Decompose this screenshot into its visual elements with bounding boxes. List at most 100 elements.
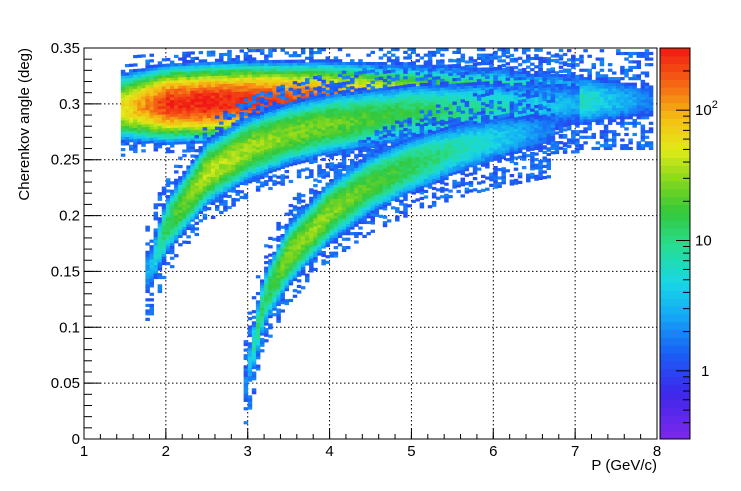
heatmap-cell-band-2 bbox=[174, 221, 178, 224]
heatmap-cell-band-1 bbox=[628, 105, 632, 108]
heatmap-cell-band-1 bbox=[178, 108, 182, 111]
heatmap-cell-band-1 bbox=[158, 89, 162, 92]
heatmap-cell-band-1 bbox=[624, 52, 628, 55]
heatmap-cell-band-1 bbox=[137, 138, 141, 141]
heatmap-cell-band-1 bbox=[600, 108, 604, 111]
heatmap-cell-band-1 bbox=[149, 110, 153, 113]
heatmap-cell-band-1 bbox=[596, 80, 600, 83]
heatmap-cell-band-1 bbox=[600, 111, 604, 114]
heatmap-cell-band-2 bbox=[235, 142, 239, 145]
heatmap-cell-band-1 bbox=[178, 66, 182, 69]
heatmap-cell-band-1 bbox=[608, 85, 612, 88]
heatmap-cell-band-1 bbox=[620, 66, 624, 69]
heatmap-cell-band-1 bbox=[195, 129, 199, 132]
heatmap-cell-band-2 bbox=[280, 130, 284, 133]
heatmap-cell-band-2 bbox=[203, 169, 207, 172]
heatmap-cell-band-1 bbox=[186, 127, 190, 130]
heatmap-cell-band-1 bbox=[149, 79, 153, 82]
heatmap-cell-band-1 bbox=[559, 66, 563, 69]
heatmap-cell-band-2 bbox=[190, 160, 194, 163]
heatmap-cell-band-2 bbox=[276, 131, 280, 134]
heatmap-cell-band-1 bbox=[583, 77, 587, 80]
heatmap-cell-band-2 bbox=[231, 176, 235, 179]
heatmap-cell-band-1 bbox=[587, 83, 591, 86]
heatmap-cell-band-1 bbox=[493, 51, 497, 54]
heatmap-cell-band-2 bbox=[317, 148, 321, 151]
heatmap-cell-band-2 bbox=[170, 201, 174, 204]
heatmap-cell-band-1 bbox=[403, 56, 407, 59]
heatmap-cell-band-2 bbox=[321, 108, 325, 111]
heatmap-cell-band-2 bbox=[268, 142, 272, 145]
heatmap-cell-band-2 bbox=[145, 304, 149, 307]
heatmap-cell-band-1 bbox=[506, 48, 510, 51]
heatmap-cell-band-1 bbox=[170, 86, 174, 89]
heatmap-cell-band-1 bbox=[641, 116, 645, 119]
heatmap-cell-band-2 bbox=[325, 115, 329, 118]
heatmap-cell-band-2 bbox=[219, 197, 223, 200]
heatmap-cell-band-2 bbox=[272, 180, 276, 183]
heatmap-cell-band-2 bbox=[178, 182, 182, 185]
heatmap-cell-band-1 bbox=[268, 85, 272, 88]
heatmap-cell-band-1 bbox=[252, 88, 256, 91]
heatmap-cell-band-1 bbox=[649, 111, 653, 114]
heatmap-cell-band-2 bbox=[207, 190, 211, 193]
heatmap-cell-band-2 bbox=[219, 180, 223, 183]
heatmap-cell-band-1 bbox=[624, 111, 628, 114]
heatmap-cell-band-1 bbox=[174, 139, 178, 142]
heatmap-cell-band-2 bbox=[256, 188, 260, 191]
heatmap-cell-band-1 bbox=[637, 60, 641, 63]
heatmap-cell-band-2 bbox=[211, 202, 215, 205]
heatmap-cell-band-1 bbox=[137, 124, 141, 127]
heatmap-cell-band-1 bbox=[321, 65, 325, 68]
heatmap-cell-band-2 bbox=[297, 122, 301, 125]
heatmap-cell-band-2 bbox=[207, 193, 211, 196]
heatmap-cell-band-1 bbox=[293, 60, 297, 63]
heatmap-cell-band-1 bbox=[583, 119, 587, 122]
heatmap-cell-band-2 bbox=[186, 205, 190, 208]
heatmap-cell-band-2 bbox=[178, 232, 182, 235]
heatmap-cell-band-1 bbox=[244, 86, 248, 89]
heatmap-cell-band-2 bbox=[297, 142, 301, 145]
heatmap-cell-band-2 bbox=[186, 218, 190, 221]
heatmap-cell-band-1 bbox=[596, 85, 600, 88]
heatmap-cell-band-1 bbox=[579, 108, 583, 111]
heatmap-cell-band-2 bbox=[166, 220, 170, 223]
heatmap-cell-band-1 bbox=[149, 98, 153, 101]
heatmap-cell-band-1 bbox=[149, 123, 153, 126]
heatmap-cell-band-2 bbox=[145, 309, 149, 312]
heatmap-cell-band-2 bbox=[260, 120, 264, 123]
heatmap-cell-band-1 bbox=[264, 77, 268, 80]
heatmap-cell-band-1 bbox=[170, 63, 174, 66]
heatmap-cell-band-1 bbox=[178, 105, 182, 108]
heatmap-cell-band-1 bbox=[145, 93, 149, 96]
heatmap-cell-band-1 bbox=[170, 116, 174, 119]
heatmap-cell-band-1 bbox=[637, 141, 641, 144]
heatmap-cell-band-1 bbox=[154, 106, 158, 109]
heatmap-cell-band-2 bbox=[313, 98, 317, 101]
heatmap-cell-band-2 bbox=[145, 279, 149, 282]
heatmap-cell-band-1 bbox=[379, 56, 383, 59]
heatmap-cell-band-2 bbox=[293, 134, 297, 137]
heatmap-cell-band-1 bbox=[141, 119, 145, 122]
heatmap-cell-band-1 bbox=[207, 81, 211, 84]
heatmap-cell-band-2 bbox=[330, 117, 334, 120]
heatmap-cell-band-1 bbox=[137, 127, 141, 130]
heatmap-cell-band-1 bbox=[641, 94, 645, 97]
heatmap-cell-band-2 bbox=[330, 151, 334, 154]
heatmap-cell-band-1 bbox=[199, 65, 203, 68]
heatmap-cell-band-2 bbox=[305, 100, 309, 103]
heatmap-cell-band-2 bbox=[264, 141, 268, 144]
heatmap-cell-band-2 bbox=[285, 159, 289, 162]
heatmap-cell-band-1 bbox=[301, 62, 305, 65]
heatmap-cell-band-1 bbox=[297, 79, 301, 82]
heatmap-cell-band-2 bbox=[317, 75, 321, 78]
heatmap-cell-band-2 bbox=[321, 141, 325, 144]
heatmap-cell-band-2 bbox=[276, 125, 280, 128]
heatmap-cell-band-1 bbox=[178, 116, 182, 119]
heatmap-cell-band-2 bbox=[301, 115, 305, 118]
heatmap-cell-band-2 bbox=[301, 160, 305, 163]
heatmap-cell-band-2 bbox=[285, 122, 289, 125]
heatmap-cell-band-1 bbox=[145, 141, 149, 144]
heatmap-cell-band-1 bbox=[223, 84, 227, 87]
heatmap-cell-band-1 bbox=[538, 77, 542, 80]
